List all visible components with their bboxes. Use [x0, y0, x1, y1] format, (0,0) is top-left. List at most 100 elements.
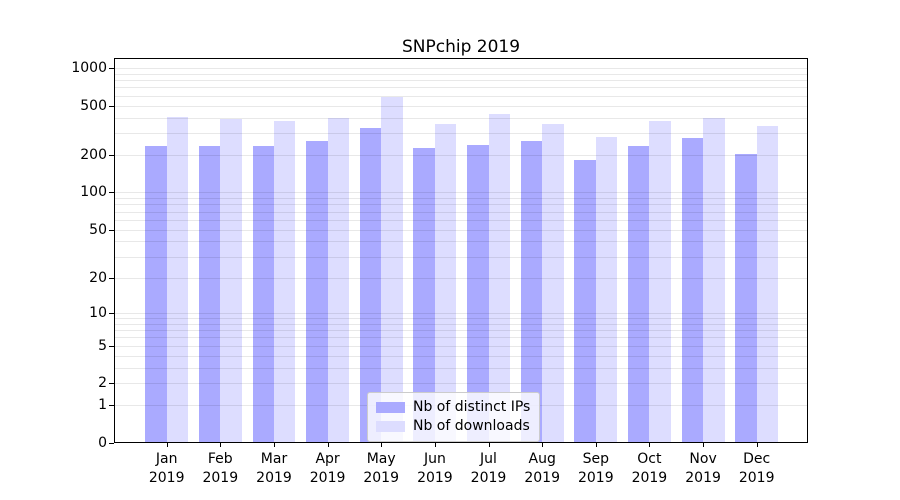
bar-nb-of-downloads-aug [542, 123, 564, 443]
gridline [114, 198, 808, 200]
legend-label: Nb of downloads [413, 418, 530, 434]
bar-nb-of-downloads-oct [649, 120, 671, 443]
y-tick-label: 500 [80, 97, 107, 114]
bar-nb-of-downloads-jan [166, 116, 189, 443]
legend-item: Nb of downloads [376, 417, 530, 436]
y-tick-label: 1000 [71, 59, 107, 76]
x-tick-label: Sep 2019 [577, 451, 614, 486]
plot-area: Nb of distinct IPs Nb of downloads [114, 58, 808, 443]
y-tick-mark [109, 312, 114, 314]
x-tick-label: Jan 2019 [148, 451, 185, 486]
gridline [114, 355, 808, 357]
y-tick-label: 20 [89, 269, 107, 286]
y-tick-label: 100 [80, 184, 107, 201]
bar-nb-of-downloads-feb [220, 118, 242, 443]
y-tick-mark [109, 345, 114, 347]
x-tick-mark [434, 443, 436, 447]
y-tick-label: 5 [98, 337, 107, 354]
x-tick-label: Oct 2019 [631, 451, 668, 486]
x-tick-label: Jun 2019 [417, 451, 453, 486]
y-tick-mark [109, 229, 114, 231]
x-tick-label: Apr 2019 [309, 451, 346, 486]
gridline [114, 241, 808, 243]
gridline [114, 323, 808, 325]
gridline [114, 367, 808, 369]
x-tick-mark [595, 443, 597, 447]
gridline [114, 383, 808, 385]
bar-nb-of-distinct-ips-jan [145, 145, 167, 443]
legend-swatch-nb-of-distinct-ips [376, 402, 405, 413]
y-tick-mark [109, 443, 114, 444]
x-tick-label: Aug 2019 [524, 451, 560, 486]
gridline [114, 204, 808, 206]
x-tick-mark [381, 443, 383, 447]
y-tick-mark [109, 155, 114, 157]
gridline [114, 73, 808, 75]
bar-nb-of-distinct-ips-feb [198, 145, 221, 443]
gridline [114, 80, 808, 81]
gridline [114, 330, 808, 332]
x-tick-mark [327, 443, 329, 447]
gridline [114, 95, 808, 97]
gridline [114, 312, 808, 314]
bar-nb-of-downloads-jul [488, 113, 510, 443]
gridline [114, 117, 808, 119]
x-tick-label: Mar 2019 [256, 451, 292, 486]
bar-nb-of-downloads-may [381, 97, 403, 443]
bar-nb-of-distinct-ips-nov [681, 138, 704, 443]
bar-nb-of-distinct-ips-sep [574, 160, 596, 443]
bar-nb-of-downloads-apr [327, 117, 350, 443]
gridline [114, 87, 808, 89]
x-tick-mark [542, 443, 544, 447]
gridline [114, 133, 808, 135]
bar-nb-of-distinct-ips-mar [252, 145, 274, 443]
legend: Nb of distinct IPs Nb of downloads [367, 392, 541, 442]
y-tick-mark [109, 67, 114, 69]
y-tick-label: 200 [80, 147, 107, 164]
gridline [114, 256, 808, 258]
x-tick-label: Feb 2019 [202, 451, 239, 486]
legend-item: Nb of distinct IPs [376, 398, 530, 417]
y-tick-mark [109, 277, 114, 279]
x-tick-label: Jul 2019 [470, 451, 507, 486]
x-tick-mark [274, 443, 275, 447]
gridline [114, 192, 808, 194]
bar-nb-of-distinct-ips-jul [467, 144, 489, 443]
bar-nb-of-distinct-ips-jun [413, 147, 435, 443]
legend-label: Nb of distinct IPs [413, 399, 531, 415]
legend-swatch-nb-of-downloads [376, 421, 405, 432]
y-tick-mark [109, 105, 114, 107]
gridline [114, 155, 808, 157]
x-tick-mark [703, 443, 705, 447]
bar-nb-of-downloads-nov [703, 118, 725, 443]
y-tick-mark [109, 405, 114, 407]
bar-nb-of-distinct-ips-aug [520, 140, 543, 443]
gridline [114, 318, 808, 319]
bar-nb-of-distinct-ips-apr [306, 140, 328, 443]
y-tick-label: 0 [98, 435, 107, 451]
x-tick-mark [220, 443, 222, 447]
y-tick-label: 50 [89, 221, 107, 238]
bar-nb-of-downloads-sep [595, 136, 618, 443]
y-tick-mark [109, 192, 114, 194]
y-tick-label: 1 [98, 397, 107, 414]
bar-nb-of-downloads-mar [274, 120, 296, 443]
gridline [114, 229, 808, 231]
y-tick-mark [109, 383, 114, 385]
gridline [114, 211, 808, 213]
x-tick-label: May 2019 [363, 451, 399, 486]
gridline [114, 337, 808, 339]
gridline [114, 67, 808, 69]
x-tick-mark [649, 443, 651, 447]
gridline [114, 345, 808, 347]
bar-nb-of-downloads-dec [756, 126, 779, 443]
bar-nb-of-distinct-ips-dec [735, 153, 757, 443]
bar-nb-of-distinct-ips-may [359, 128, 382, 443]
x-tick-mark [756, 443, 758, 447]
chart-title: SNPchip 2019 [401, 37, 521, 57]
y-tick-label: 10 [89, 304, 107, 321]
x-tick-mark [488, 443, 490, 447]
grid-layer [114, 58, 808, 443]
x-tick-label: Dec 2019 [738, 451, 775, 486]
